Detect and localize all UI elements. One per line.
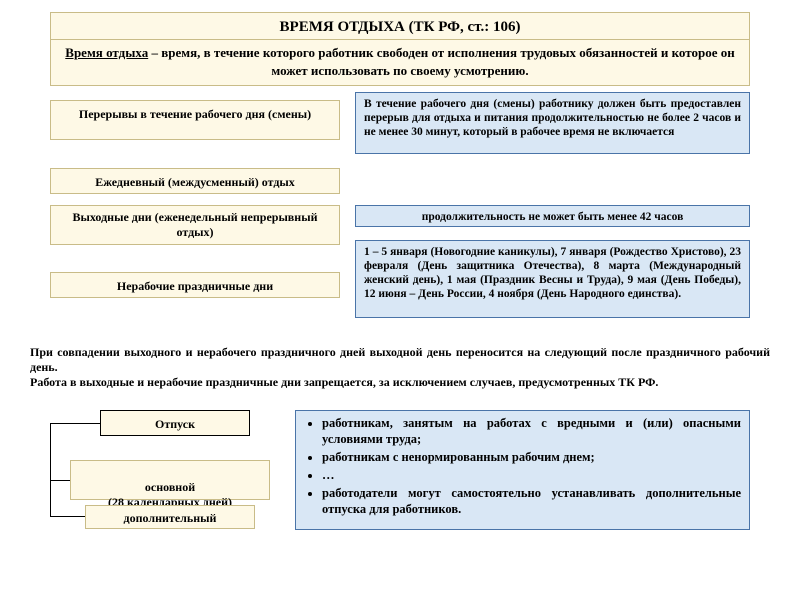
vacation-extra-label: дополнительный [124, 511, 217, 525]
desc-holidays-text: 1 – 5 января (Новогодние каникулы), 7 ян… [364, 246, 741, 300]
definition-term: Время отдыха [65, 45, 148, 60]
tree-line [50, 423, 100, 424]
category-holidays-label: Нерабочие праздничные дни [117, 279, 273, 293]
tree-line [50, 423, 51, 516]
desc-breaks-text: В течение рабочего дня (смены) работнику… [364, 98, 741, 138]
category-breaks-label: Перерывы в течение рабочего дня (смены) [79, 107, 311, 121]
desc-weekly: продолжительность не может быть менее 42… [355, 205, 750, 227]
bullet-item: работодатели могут самостоятельно устана… [322, 485, 741, 517]
vacation-bullets: работникам, занятым на работах с вредным… [304, 415, 741, 517]
definition-rest: – время, в течение которого работник сво… [148, 45, 735, 78]
vacation-bullets-box: работникам, занятым на работах с вредным… [295, 410, 750, 530]
vacation-root-label: Отпуск [155, 417, 195, 431]
bullet-item: работникам, занятым на работах с вредным… [322, 415, 741, 447]
bullet-item: … [322, 467, 741, 483]
desc-breaks: В течение рабочего дня (смены) работнику… [355, 92, 750, 154]
vacation-extra: дополнительный [85, 505, 255, 529]
category-breaks: Перерывы в течение рабочего дня (смены) [50, 100, 340, 140]
desc-weekly-text: продолжительность не может быть менее 42… [422, 211, 684, 223]
tree-line [50, 516, 85, 517]
category-daily: Ежедневный (междусменный) отдых [50, 168, 340, 194]
title-box: ВРЕМЯ ОТДЫХА (ТК РФ, ст.: 106) [50, 12, 750, 40]
category-holidays: Нерабочие праздничные дни [50, 272, 340, 298]
bullet-item: работникам с ненормированным рабочим дне… [322, 449, 741, 465]
vacation-root: Отпуск [100, 410, 250, 436]
category-daily-label: Ежедневный (междусменный) отдых [95, 175, 295, 189]
definition-box: Время отдыха – время, в течение которого… [50, 40, 750, 86]
desc-holidays: 1 – 5 января (Новогодние каникулы), 7 ян… [355, 240, 750, 318]
category-weekly-label: Выходные дни (еженедельный непрерывный о… [73, 210, 318, 239]
vacation-main: основной (28 календарных дней) [70, 460, 270, 500]
category-weekly: Выходные дни (еженедельный непрерывный о… [50, 205, 340, 245]
title-text: ВРЕМЯ ОТДЫХА (ТК РФ, ст.: 106) [280, 19, 521, 35]
note-text: При совпадении выходного и нерабочего пр… [30, 330, 770, 390]
tree-line [50, 480, 70, 481]
